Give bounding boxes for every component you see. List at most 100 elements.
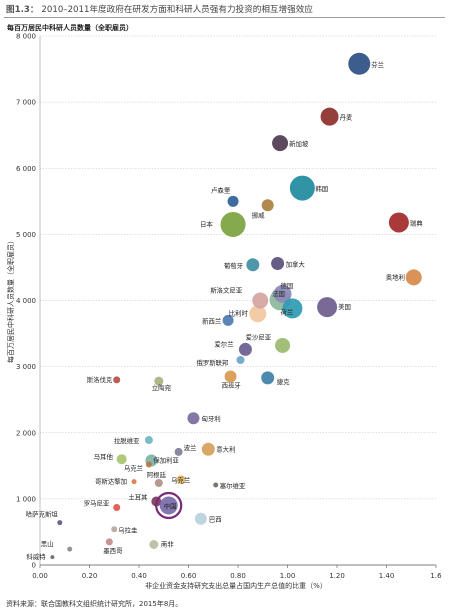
point-label: 南非 xyxy=(161,540,174,549)
point-label: 韩国 xyxy=(315,184,328,193)
bubble-point xyxy=(176,475,186,485)
bubble-point xyxy=(289,175,315,201)
y-tick-label: 3 000 xyxy=(16,363,36,371)
point-label: 奥地利 xyxy=(386,272,405,281)
tick-layer: 0 1 000 2 000 3 000 4 000 5 000 6 000 7 000 8 00… xyxy=(16,33,442,581)
x-tick-label: 0.20 xyxy=(82,572,98,580)
point-label: 西班牙 xyxy=(222,381,241,390)
x-tick-label: 1.40 xyxy=(379,572,395,580)
bubble-point xyxy=(273,284,292,303)
y-tick-label: 1 000 xyxy=(16,495,36,503)
point-label: 波兰 xyxy=(184,443,197,452)
x-tick-label: 0.40 xyxy=(131,572,147,580)
point-label: 匈牙利 xyxy=(201,414,220,423)
point-label: 塞尔维亚 xyxy=(220,481,246,490)
point-label: 墨西哥 xyxy=(103,547,123,555)
bubble-point xyxy=(213,482,219,488)
bubble-point xyxy=(272,135,289,152)
bubble-point xyxy=(348,52,371,75)
bubble-point xyxy=(187,412,200,425)
bubble-point xyxy=(131,479,137,485)
bubble-point xyxy=(57,520,63,526)
point-label: 法国 xyxy=(272,289,285,298)
point-label: 阿根廷 xyxy=(147,470,167,479)
point-label: 荷兰 xyxy=(280,307,293,316)
x-tick-label: 1.00 xyxy=(280,572,296,580)
point-label: 乌克兰 xyxy=(171,476,191,485)
x-tick-label: 0.00 xyxy=(32,572,48,580)
title-rule xyxy=(4,17,445,18)
bubble-point xyxy=(116,454,127,465)
bubble-point xyxy=(113,376,121,384)
x-tick-label: 0.80 xyxy=(230,572,246,580)
bubble-point xyxy=(105,538,113,546)
point-layer xyxy=(50,52,422,560)
bubble-point xyxy=(154,376,164,386)
point-label: 瑞典 xyxy=(410,218,423,227)
source-note: 资料来源：联合国教科文组织统计研究所，2015年8月。 xyxy=(6,600,183,608)
highlight-ring xyxy=(155,491,183,520)
bubble-point xyxy=(261,371,275,385)
bubble-point xyxy=(50,555,55,560)
y-tick-label: 0 xyxy=(32,562,36,570)
bubble-point xyxy=(149,540,159,550)
point-label: 斯洛文尼亚 xyxy=(210,286,243,295)
point-label: 乌拉圭 xyxy=(118,525,138,534)
point-label: 新加坡 xyxy=(289,139,309,148)
point-label: 哥斯达黎加 xyxy=(95,477,127,486)
y-tick-label: 6 000 xyxy=(16,165,36,173)
x-tick-label: 1.20 xyxy=(329,572,345,580)
bubble-point xyxy=(144,436,153,445)
bubble-point xyxy=(145,461,152,468)
point-label: 保加利亚 xyxy=(153,456,179,465)
point-label: 捷克 xyxy=(277,377,290,386)
bubble-point xyxy=(388,212,409,233)
figure-number: 图1.3： xyxy=(6,5,39,15)
y-tick-label: 5 000 xyxy=(16,231,36,239)
bubble-point xyxy=(113,503,121,511)
point-label: 黑山 xyxy=(41,539,54,548)
y-tick-label: 7 000 xyxy=(16,99,36,107)
point-label: 挪威 xyxy=(252,210,265,219)
point-label: 立陶宛 xyxy=(152,383,172,392)
point-label: 土耳其 xyxy=(128,493,148,502)
bubble-point xyxy=(201,442,215,456)
bubble-point xyxy=(220,211,246,237)
bubble-point xyxy=(111,526,118,533)
bubble-point xyxy=(194,512,207,525)
point-label: 科威特 xyxy=(26,552,46,561)
point-label: 意大利 xyxy=(216,444,235,453)
y-axis-title: 每百万居民中科研人员数量（全职雇员） xyxy=(6,237,15,363)
point-label: 葡萄牙 xyxy=(224,261,243,270)
point-label: 斯洛伐克 xyxy=(87,375,113,384)
bubble-point xyxy=(159,496,178,515)
x-tick-label: 1.6 xyxy=(430,572,442,580)
y-tick-label: 8 000 xyxy=(16,33,36,41)
bubble-point xyxy=(227,195,239,207)
bubble-point xyxy=(249,305,267,323)
point-label: 中国 xyxy=(164,501,177,510)
bubble-point xyxy=(271,256,285,270)
point-label: 比利时 xyxy=(229,309,249,318)
x-axis-title: 非企业资金支持研究支出总量占国内生产总值的比重（%） xyxy=(145,581,327,590)
bubble-point xyxy=(405,269,422,286)
point-label: 哈萨克斯坦 xyxy=(26,510,59,519)
bubble-point xyxy=(320,107,339,126)
point-label: 马耳他 xyxy=(94,452,114,461)
bubble-point xyxy=(154,479,163,488)
bubble-point xyxy=(261,199,274,212)
point-label: 乌克兰 xyxy=(124,463,144,472)
point-label: 俄罗斯联邦 xyxy=(196,358,229,367)
point-label: 卢森堡 xyxy=(211,185,231,194)
point-label: 新西兰 xyxy=(202,316,222,325)
axis-layer xyxy=(39,36,437,568)
bubble-point xyxy=(67,546,73,552)
bubble-point xyxy=(236,356,245,365)
bubble-point xyxy=(317,297,338,318)
point-label: 巴西 xyxy=(209,516,222,524)
point-label: 爱沙尼亚 xyxy=(246,333,272,341)
bubble-point xyxy=(222,314,234,326)
bubble-point xyxy=(224,370,237,383)
